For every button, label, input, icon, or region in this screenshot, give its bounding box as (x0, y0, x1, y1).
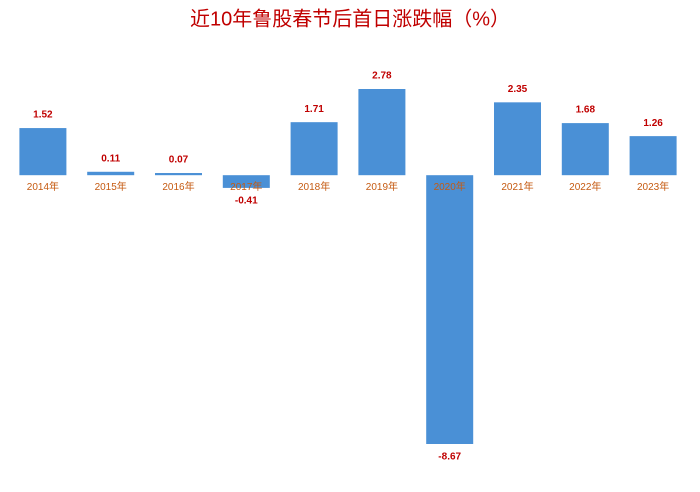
bar (222, 175, 270, 188)
value-label: 0.07 (169, 155, 189, 166)
value-label: -8.67 (438, 452, 461, 463)
x-tick-label: 2014年 (27, 180, 59, 193)
x-tick-label: 2023年 (637, 180, 669, 193)
bar (426, 175, 474, 444)
x-tick-label: 2021年 (501, 180, 533, 193)
x-tick-label: 2018年 (298, 180, 330, 193)
bar (358, 89, 406, 176)
value-label: 0.11 (101, 153, 120, 164)
bar (19, 128, 67, 176)
bar (629, 136, 677, 176)
value-label: 1.68 (576, 105, 596, 116)
bar (155, 173, 202, 176)
value-label: -0.41 (235, 196, 258, 207)
value-label: 2.78 (372, 71, 392, 82)
value-label: 2.35 (508, 84, 528, 95)
x-tick-label: 2019年 (366, 180, 398, 193)
chart-title: 近10年鲁股春节后首日涨跌幅（%） (190, 7, 510, 30)
x-tick-label: 2022年 (569, 180, 601, 193)
bar (561, 123, 609, 176)
value-label: 1.71 (304, 104, 324, 115)
bar (87, 171, 135, 176)
x-tick-label: 2017年 (230, 180, 262, 193)
bar (290, 122, 338, 176)
x-tick-label: 2015年 (95, 180, 127, 193)
bar (494, 102, 541, 176)
x-tick-label: 2016年 (162, 180, 194, 193)
value-label: 1.52 (33, 110, 53, 121)
x-tick-label: 2020年 (434, 180, 466, 193)
value-label: 1.26 (643, 118, 663, 129)
